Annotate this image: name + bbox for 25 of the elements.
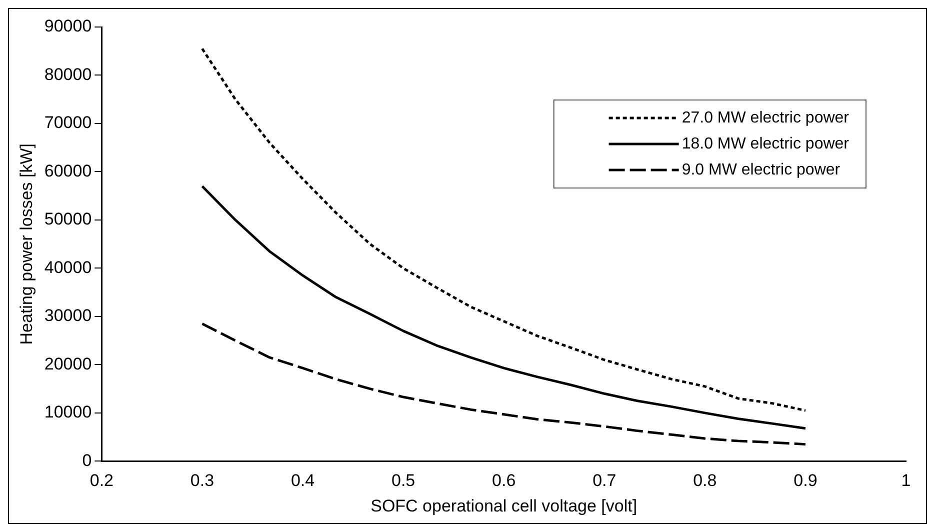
y-tick-label: 10000 [44,402,92,422]
x-tick-label: 0.9 [794,471,818,490]
x-tick-label: 0.3 [190,471,214,490]
line-series [200,322,807,446]
x-axis-title: SOFC operational cell voltage [volt] [370,496,638,516]
x-tick-label: 0.4 [290,471,315,490]
y-tick-label: 40000 [44,258,92,277]
y-axis-title: Heating power losses [kW] [16,143,36,345]
y-tick-label: 60000 [44,161,92,180]
x-tick-label: 0.5 [391,471,416,490]
y-tick-label: 0 [82,450,92,470]
y-tick-label: 20000 [44,354,92,374]
x-tick-label: 0.6 [492,471,516,490]
legend-label: 18.0 MW electric power [682,135,850,152]
y-tick-label: 90000 [44,16,92,36]
x-tick-label: 0.8 [693,471,717,490]
legend-label: 27.0 MW electric power [682,109,850,126]
y-tick-label: 50000 [44,210,92,229]
x-tick-label: 1 [901,471,911,490]
y-tick-label: 30000 [44,306,92,326]
y-tick-label: 70000 [44,113,92,132]
x-tick-label: 0.7 [592,471,616,490]
x-tick-label: 0.2 [90,471,114,490]
legend-label: 9.0 MW electric power [682,161,841,178]
y-tick-label: 80000 [44,64,92,84]
